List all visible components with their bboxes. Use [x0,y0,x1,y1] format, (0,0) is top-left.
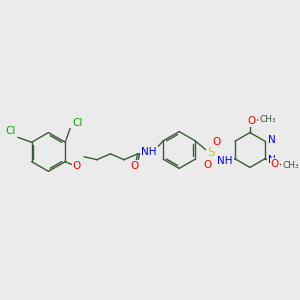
Text: O: O [248,116,256,126]
Text: N: N [268,155,276,165]
Text: NH: NH [217,156,233,166]
Text: Cl: Cl [72,118,83,128]
Text: NH: NH [141,147,157,157]
Text: O: O [73,161,81,172]
Text: CH₃: CH₃ [283,161,299,170]
Text: O: O [203,160,212,170]
Text: S: S [208,146,215,159]
Text: Cl: Cl [6,126,16,136]
Text: CH₃: CH₃ [260,115,276,124]
Text: N: N [268,135,276,145]
Text: O: O [212,137,220,147]
Text: O: O [271,159,279,169]
Text: O: O [130,161,139,172]
